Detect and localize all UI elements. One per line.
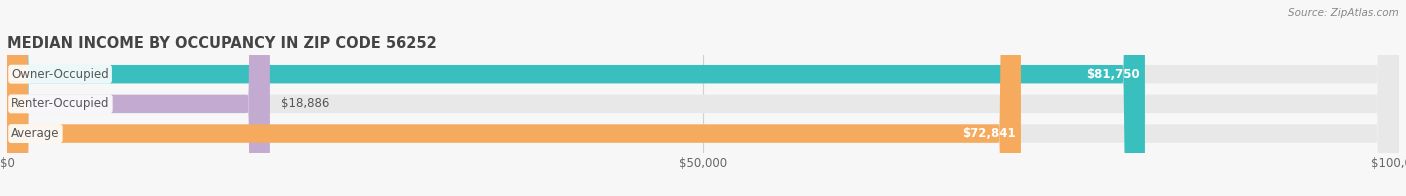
- FancyBboxPatch shape: [7, 0, 1399, 196]
- FancyBboxPatch shape: [7, 0, 1399, 196]
- FancyBboxPatch shape: [7, 0, 1144, 196]
- Text: $18,886: $18,886: [281, 97, 329, 110]
- FancyBboxPatch shape: [7, 0, 1399, 196]
- FancyBboxPatch shape: [7, 0, 270, 196]
- Text: $72,841: $72,841: [962, 127, 1015, 140]
- Text: MEDIAN INCOME BY OCCUPANCY IN ZIP CODE 56252: MEDIAN INCOME BY OCCUPANCY IN ZIP CODE 5…: [7, 36, 437, 51]
- Text: Renter-Occupied: Renter-Occupied: [11, 97, 110, 110]
- Text: Average: Average: [11, 127, 59, 140]
- Text: Owner-Occupied: Owner-Occupied: [11, 68, 108, 81]
- Text: $81,750: $81,750: [1085, 68, 1139, 81]
- FancyBboxPatch shape: [7, 0, 1021, 196]
- Text: Source: ZipAtlas.com: Source: ZipAtlas.com: [1288, 8, 1399, 18]
